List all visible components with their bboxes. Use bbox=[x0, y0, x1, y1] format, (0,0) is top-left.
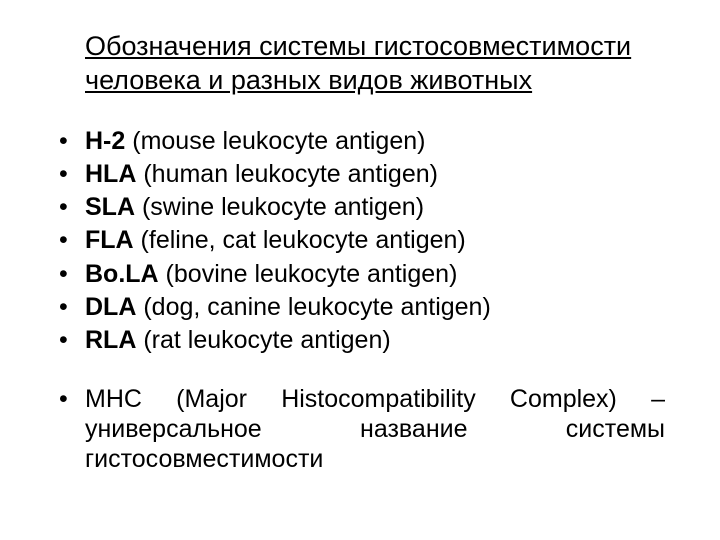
list-item: FLA (feline, cat leukocyte antigen) bbox=[55, 225, 665, 256]
abbr: Н-2 bbox=[85, 127, 125, 155]
slide: Обозначения системы гистосовместимости ч… bbox=[0, 0, 720, 540]
abbr: DLA bbox=[85, 293, 136, 321]
list-item: DLA (dog, canine leukocyte antigen) bbox=[55, 292, 665, 323]
desc: (human leukocyte antigen) bbox=[136, 160, 438, 188]
list-item: Н-2 (mouse leukocyte antigen) bbox=[55, 126, 665, 157]
abbr: SLA bbox=[85, 193, 135, 221]
desc: (swine leukocyte antigen) bbox=[135, 193, 424, 221]
desc: (rat leukocyte antigen) bbox=[136, 326, 390, 354]
abbr: HLA bbox=[85, 160, 136, 188]
desc: (feline, cat leukocyte antigen) bbox=[134, 226, 466, 254]
desc: (dog, canine leukocyte antigen) bbox=[136, 293, 490, 321]
list-item: SLA (swine leukocyte antigen) bbox=[55, 192, 665, 223]
antigen-list: Н-2 (mouse leukocyte antigen) HLA (human… bbox=[55, 126, 665, 357]
footer-note: MHC (Major Histocompatibility Complex) –… bbox=[55, 384, 665, 474]
abbr: RLA bbox=[85, 326, 136, 354]
slide-title: Обозначения системы гистосовместимости ч… bbox=[85, 30, 665, 98]
list-item: Bo.LA (bovine leukocyte antigen) bbox=[55, 259, 665, 290]
desc: (mouse leukocyte antigen) bbox=[125, 127, 425, 155]
abbr: Bo.LA bbox=[85, 260, 159, 288]
abbr: FLA bbox=[85, 226, 134, 254]
footer-item: MHC (Major Histocompatibility Complex) –… bbox=[55, 384, 665, 474]
footer-line: MHC (Major Histocompatibility Complex) – bbox=[85, 384, 665, 414]
desc: (bovine leukocyte antigen) bbox=[159, 260, 458, 288]
footer-line: гистосовместимости bbox=[85, 444, 665, 474]
list-item: RLA (rat leukocyte antigen) bbox=[55, 325, 665, 356]
footer-line: универсальное название системы bbox=[85, 414, 665, 444]
list-item: HLA (human leukocyte antigen) bbox=[55, 159, 665, 190]
